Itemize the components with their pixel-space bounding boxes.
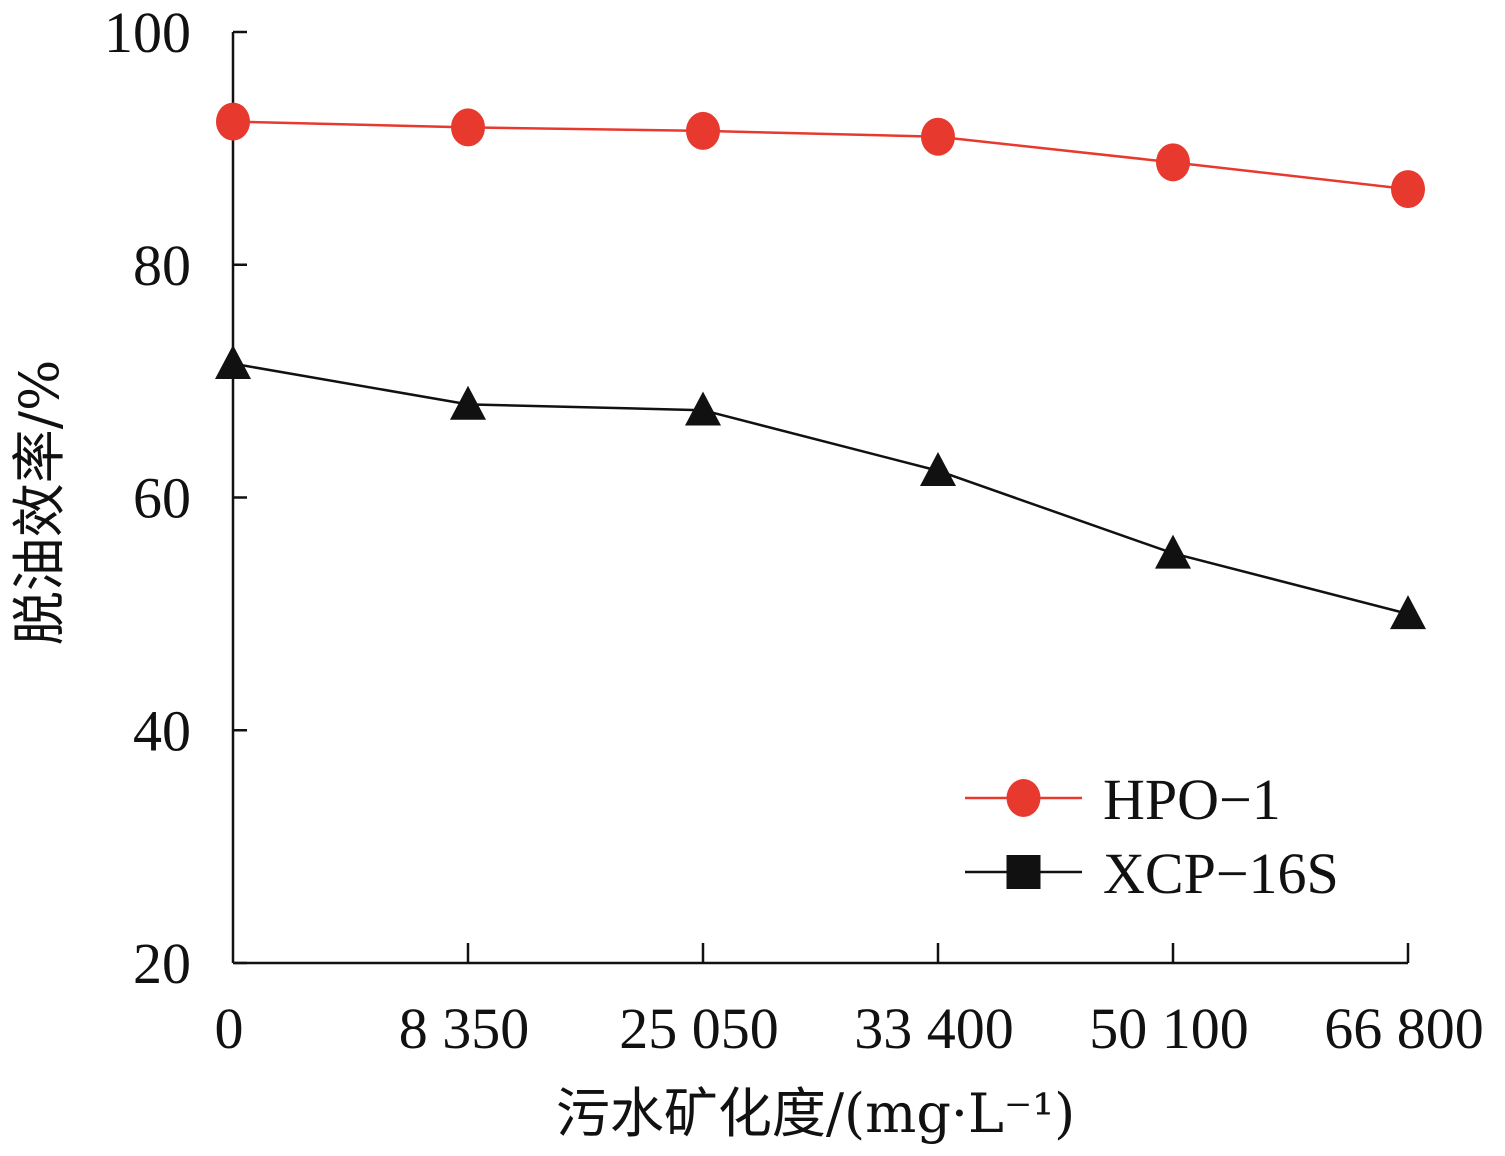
y-tick-label: 40 xyxy=(133,698,191,763)
data-point-circle xyxy=(216,102,250,141)
data-point-circle xyxy=(451,108,485,147)
legend-label: XCP−16S xyxy=(1103,841,1339,906)
legend: HPO−1 XCP−16S xyxy=(965,767,1339,906)
x-tick-label: 8 350 xyxy=(399,996,530,1061)
data-point-triangle xyxy=(450,385,486,420)
y-tick-label: 60 xyxy=(133,466,191,531)
series-2 xyxy=(215,344,1426,630)
y-tick-label: 20 xyxy=(133,931,191,996)
legend-marker-square xyxy=(1006,855,1041,889)
data-point-triangle xyxy=(215,344,251,379)
data-point-circle xyxy=(921,117,955,156)
data-point-triangle xyxy=(1155,534,1191,569)
x-tick-label: 0 xyxy=(215,996,244,1061)
y-axis-title: 脱油效率/% xyxy=(8,360,71,646)
legend-item-1: HPO−1 xyxy=(965,767,1281,832)
data-point-circle xyxy=(686,111,720,150)
x-tick-label: 66 800 xyxy=(1324,996,1484,1061)
x-tick-label: 33 400 xyxy=(854,996,1014,1061)
x-tick-label: 50 100 xyxy=(1089,996,1249,1061)
data-point-circle xyxy=(1156,143,1190,182)
y-tick-label: 100 xyxy=(104,0,191,65)
series-1 xyxy=(216,102,1425,209)
data-point-triangle xyxy=(920,452,956,487)
legend-label: HPO−1 xyxy=(1103,767,1281,832)
data-point-triangle xyxy=(685,391,721,426)
axes: 20 40 60 80 100 0 8 350 25 050 33 400 50 100 66 8… xyxy=(104,0,1484,1061)
y-tick-label: 80 xyxy=(133,233,191,298)
series-line xyxy=(232,120,1409,191)
y-ticks: 20 40 60 80 100 xyxy=(104,0,247,996)
series-line xyxy=(232,362,1409,616)
x-axis-title: 污水矿化度/(mg·L⁻¹) xyxy=(556,1082,1075,1145)
data-point-circle xyxy=(1391,170,1425,209)
legend-item-2: XCP−16S xyxy=(965,841,1339,906)
x-tick-label: 25 050 xyxy=(619,996,779,1061)
legend-marker-circle xyxy=(1006,779,1041,817)
x-ticks: 0 8 350 25 050 33 400 50 100 66 800 xyxy=(215,943,1484,1061)
series-layer xyxy=(215,102,1426,630)
data-point-triangle xyxy=(1390,595,1426,630)
